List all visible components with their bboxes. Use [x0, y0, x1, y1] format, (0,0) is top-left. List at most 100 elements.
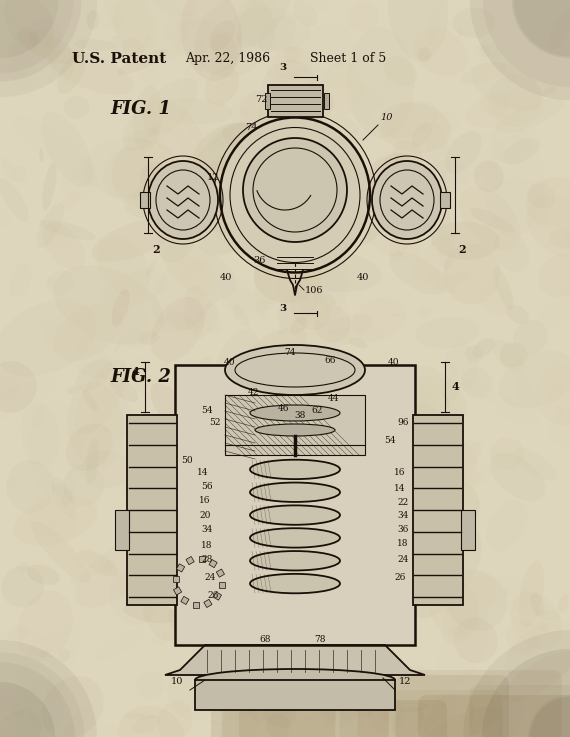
Text: 38: 38 [294, 411, 306, 419]
Ellipse shape [244, 423, 287, 447]
Ellipse shape [499, 342, 528, 368]
Ellipse shape [0, 0, 82, 82]
Ellipse shape [132, 715, 161, 733]
Ellipse shape [445, 343, 478, 389]
Text: 66: 66 [324, 355, 336, 365]
Ellipse shape [1, 157, 17, 182]
FancyBboxPatch shape [440, 192, 450, 208]
Ellipse shape [211, 140, 225, 148]
Ellipse shape [299, 162, 360, 214]
Ellipse shape [52, 362, 82, 402]
Ellipse shape [54, 265, 164, 345]
Ellipse shape [258, 102, 272, 147]
Ellipse shape [6, 480, 17, 488]
Ellipse shape [192, 408, 198, 420]
Ellipse shape [413, 28, 468, 77]
Bar [219, 582, 225, 588]
Ellipse shape [48, 656, 56, 665]
Ellipse shape [259, 213, 295, 241]
Ellipse shape [158, 216, 197, 263]
FancyBboxPatch shape [358, 670, 562, 737]
Ellipse shape [503, 652, 570, 702]
Text: 12: 12 [207, 173, 219, 182]
Ellipse shape [302, 99, 323, 125]
Ellipse shape [306, 0, 329, 12]
Ellipse shape [258, 15, 296, 53]
Ellipse shape [462, 119, 569, 181]
Bar [461, 510, 475, 550]
Bar [177, 564, 185, 572]
Ellipse shape [0, 710, 41, 737]
Ellipse shape [370, 624, 442, 719]
Ellipse shape [167, 663, 221, 721]
Ellipse shape [0, 695, 38, 712]
Ellipse shape [336, 402, 364, 433]
Ellipse shape [200, 56, 226, 80]
Ellipse shape [276, 296, 291, 304]
Ellipse shape [6, 461, 54, 513]
Ellipse shape [279, 315, 373, 363]
Ellipse shape [270, 75, 305, 112]
Ellipse shape [117, 340, 161, 415]
Text: 14: 14 [197, 467, 209, 477]
Ellipse shape [548, 13, 570, 50]
Ellipse shape [493, 267, 514, 310]
Bar [204, 599, 212, 607]
Ellipse shape [124, 713, 154, 719]
Ellipse shape [283, 468, 317, 503]
Ellipse shape [495, 98, 565, 133]
Ellipse shape [0, 0, 58, 58]
Ellipse shape [123, 78, 198, 151]
Ellipse shape [0, 361, 36, 413]
Ellipse shape [288, 84, 334, 119]
Ellipse shape [53, 304, 122, 360]
Ellipse shape [98, 399, 115, 408]
Ellipse shape [102, 270, 168, 307]
Ellipse shape [142, 35, 150, 46]
Ellipse shape [514, 0, 570, 56]
Ellipse shape [368, 696, 404, 733]
Ellipse shape [123, 38, 144, 58]
Ellipse shape [482, 649, 570, 737]
Bar [186, 556, 194, 565]
Text: 2: 2 [458, 244, 466, 255]
Ellipse shape [322, 108, 345, 135]
Ellipse shape [137, 426, 184, 481]
FancyBboxPatch shape [396, 675, 509, 737]
Ellipse shape [386, 520, 429, 571]
Ellipse shape [127, 476, 201, 545]
Ellipse shape [389, 252, 446, 295]
Ellipse shape [66, 423, 113, 471]
Ellipse shape [400, 376, 460, 425]
FancyBboxPatch shape [418, 695, 570, 737]
Ellipse shape [292, 470, 312, 486]
Text: 40: 40 [220, 273, 233, 282]
Ellipse shape [338, 58, 362, 68]
Ellipse shape [130, 501, 153, 520]
Ellipse shape [514, 129, 536, 143]
Bar [173, 587, 182, 595]
FancyBboxPatch shape [324, 93, 329, 109]
Text: FIG. 2: FIG. 2 [110, 368, 171, 386]
Ellipse shape [1, 566, 44, 607]
Ellipse shape [438, 532, 470, 585]
Ellipse shape [250, 483, 340, 502]
Text: 74: 74 [284, 348, 296, 357]
Ellipse shape [151, 383, 190, 433]
Text: 54: 54 [384, 436, 396, 444]
Ellipse shape [0, 626, 22, 657]
Ellipse shape [459, 186, 520, 251]
Ellipse shape [42, 164, 56, 210]
Ellipse shape [145, 259, 157, 277]
Ellipse shape [325, 658, 386, 719]
Text: 106: 106 [305, 286, 324, 295]
Text: 36: 36 [253, 256, 266, 265]
Ellipse shape [205, 66, 239, 105]
Ellipse shape [438, 600, 447, 607]
Text: 4: 4 [451, 381, 459, 392]
Ellipse shape [127, 192, 161, 225]
Ellipse shape [499, 351, 570, 408]
Ellipse shape [316, 630, 335, 648]
Ellipse shape [167, 609, 192, 640]
Ellipse shape [152, 258, 216, 331]
